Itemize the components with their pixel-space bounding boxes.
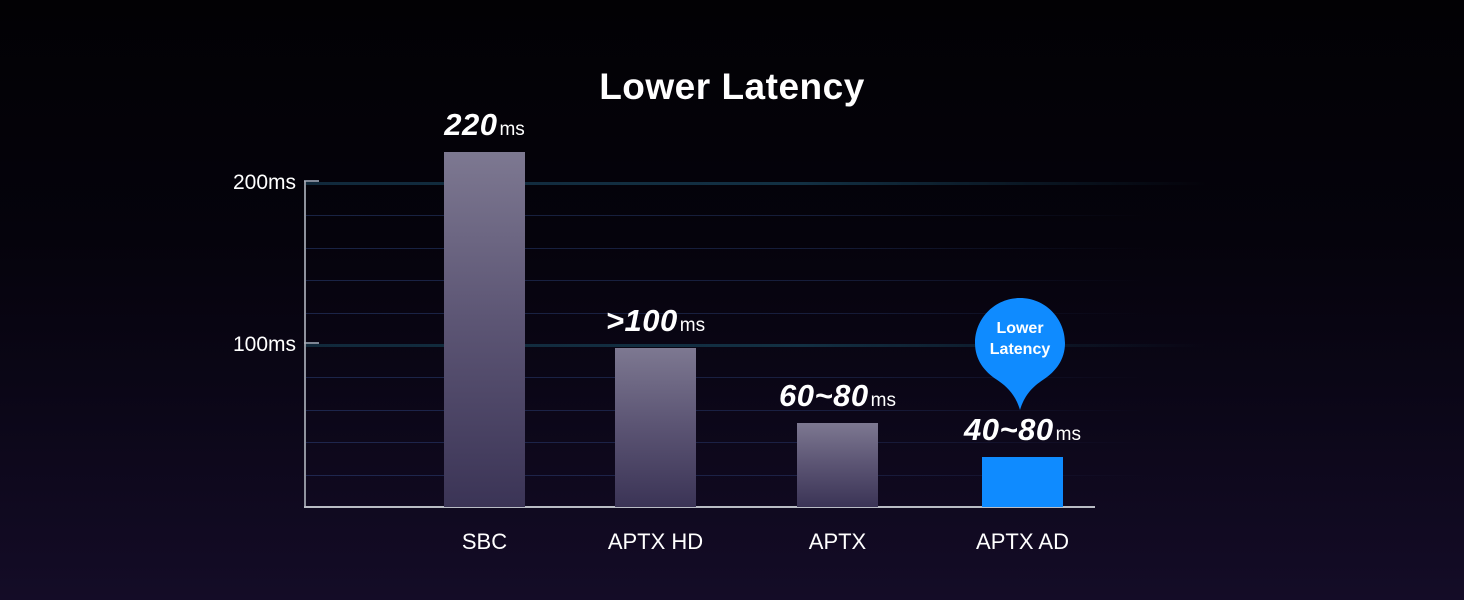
- gridline-minor-120ms: [306, 312, 1146, 314]
- bar-column-aptx-hd: >100 ms APTX HD: [606, 303, 705, 554]
- bar-aptx-hd: [615, 348, 696, 507]
- y-axis-label-100ms: 100ms: [232, 333, 296, 356]
- gridline-minor-40ms: [306, 442, 1146, 444]
- gridline-minor-180ms: [306, 215, 1146, 217]
- gridline-major-100ms: [306, 344, 1206, 347]
- lower-latency-pin: Lower Latency: [975, 298, 1065, 410]
- value-unit: ms: [870, 390, 896, 411]
- gridline-minor-60ms: [306, 409, 1146, 411]
- gridline-minor-140ms: [306, 280, 1146, 282]
- gridline-major-200ms: [306, 182, 1206, 185]
- x-axis-label-sbc: SBC: [461, 529, 508, 554]
- value-number: 40~80: [964, 412, 1054, 447]
- bar-value-label-aptx-ad: 40~80 ms: [964, 412, 1081, 448]
- pin-text: Lower Latency: [975, 318, 1065, 360]
- gridline-minor-20ms: [306, 474, 1146, 476]
- x-axis-label-aptx-hd: APTX HD: [607, 529, 704, 554]
- value-number: 60~80: [779, 378, 869, 413]
- bar-aptx: [797, 423, 878, 507]
- y-axis-label-200ms: 200ms: [232, 171, 296, 194]
- gridline-minor-160ms: [306, 247, 1146, 249]
- value-number: 220: [444, 107, 498, 142]
- x-axis-line: [304, 506, 1095, 508]
- bar-value-label-sbc: 220 ms: [444, 107, 525, 143]
- y-axis-tick-200ms: [304, 180, 319, 182]
- y-axis-tick-100ms: [304, 342, 319, 344]
- bar-value-label-aptx: 60~80 ms: [779, 378, 896, 414]
- value-number: >100: [605, 303, 678, 338]
- value-unit: ms: [499, 119, 525, 140]
- bar-column-aptx: 60~80 ms APTX: [779, 378, 896, 554]
- value-unit: ms: [1055, 424, 1081, 445]
- x-axis-label-aptx: APTX: [808, 529, 867, 554]
- bar-value-label-aptx-hd: >100 ms: [606, 303, 705, 339]
- gridline-minor-80ms: [306, 377, 1146, 379]
- bar-aptx-ad: [982, 457, 1063, 507]
- chart-title: Lower Latency: [599, 66, 865, 107]
- bar-column-aptx-ad: 40~80 ms APTX AD: [964, 412, 1081, 554]
- bar-column-sbc: 220 ms SBC: [444, 107, 525, 554]
- value-unit: ms: [679, 315, 706, 336]
- y-axis-line: [304, 181, 306, 508]
- pin-shape: [975, 298, 1065, 410]
- pin-text-line1: Lower: [996, 320, 1044, 337]
- pin-text-line2: Latency: [989, 341, 1051, 358]
- x-axis-label-aptx-ad: APTX AD: [976, 529, 1069, 554]
- bar-sbc: [444, 152, 525, 507]
- pin-icon: [975, 298, 1065, 410]
